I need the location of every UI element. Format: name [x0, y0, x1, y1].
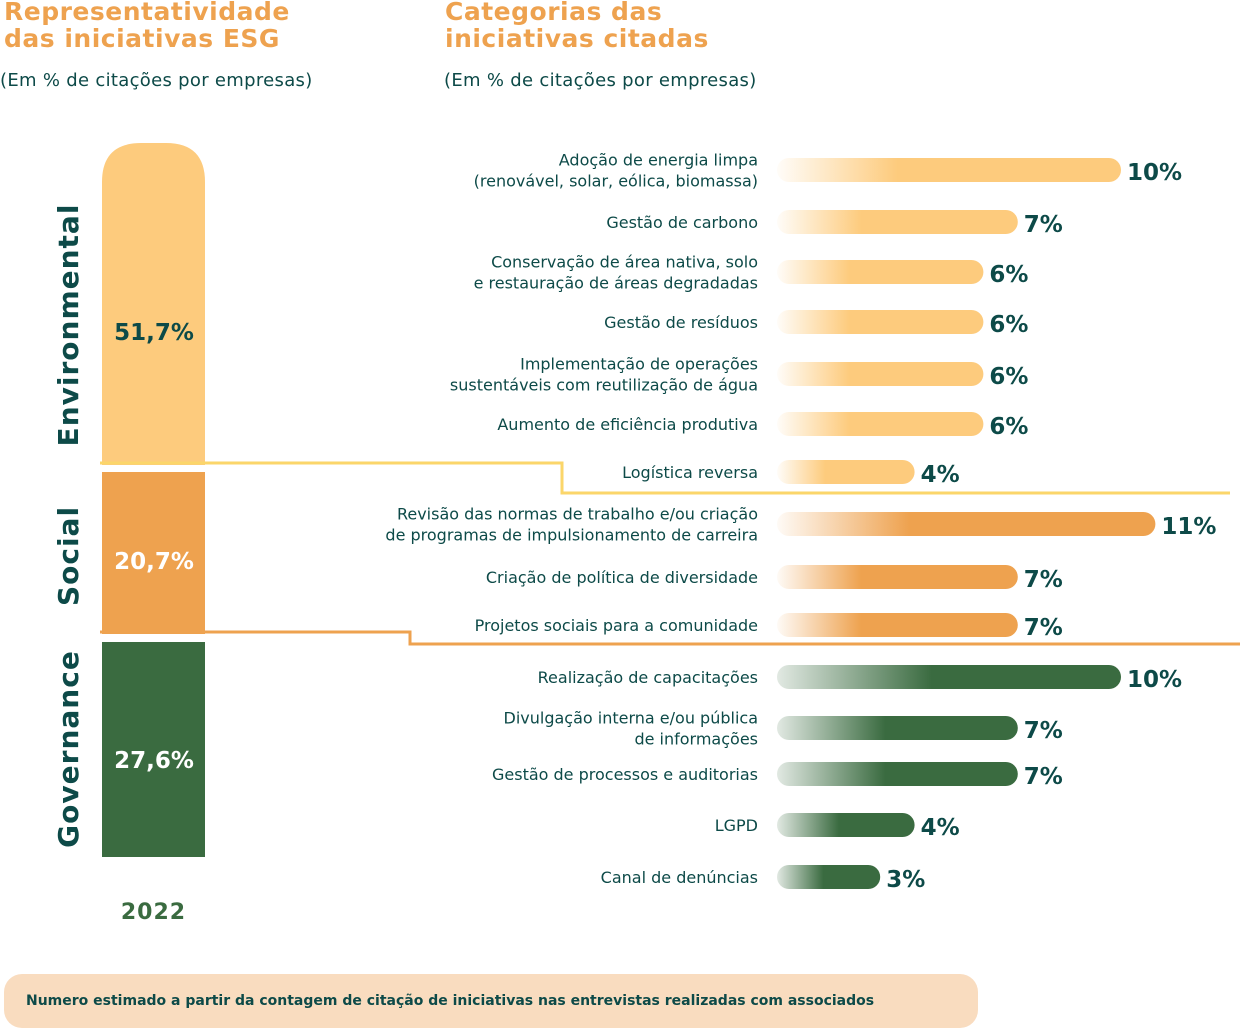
segment-governance	[102, 642, 205, 857]
bar-environmental-6	[777, 412, 984, 436]
bar-governance-5	[777, 865, 881, 889]
segment-value-governance: 27,6%	[114, 748, 194, 774]
group-label-environmental: Environmental	[52, 204, 85, 447]
bar-label-environmental-6: Aumento de eficiência produtiva	[497, 415, 758, 434]
bar-value-environmental-5: 6%	[989, 364, 1028, 390]
bar-value-environmental-2: 7%	[1024, 212, 1063, 238]
bar-label-governance-1: Realização de capacitações	[538, 668, 758, 687]
bar-label-environmental-5: Implementação de operações sustentáveis c…	[450, 355, 758, 395]
bar-label-environmental-3: Conservação de área nativa, solo e restau…	[474, 253, 758, 293]
footnote-text: Numero estimado a partir da contagem de …	[26, 993, 875, 1009]
bar-value-environmental-6: 6%	[989, 414, 1028, 440]
bar-value-governance-3: 7%	[1024, 764, 1063, 790]
bar-value-governance-5: 3%	[886, 867, 925, 893]
segment-social	[102, 472, 205, 634]
bar-environmental-3	[777, 260, 984, 284]
bar-label-governance-5: Canal de denúncias	[601, 868, 758, 887]
bar-label-environmental-1: Adoção de energia limpa (renovável, solar…	[474, 151, 758, 191]
bar-value-governance-2: 7%	[1024, 718, 1063, 744]
bar-label-social-1: Revisão das normas de trabalho e/ou cria…	[385, 505, 758, 545]
bar-social-1	[777, 512, 1156, 536]
right-subtitle: (Em % de citações por empresas)	[444, 70, 757, 91]
segment-value-social: 20,7%	[114, 549, 194, 575]
bar-label-governance-3: Gestão de processos e auditorias	[492, 765, 758, 784]
group-label-governance: Governance	[52, 650, 85, 848]
bar-value-social-1: 11%	[1161, 514, 1216, 540]
left-subtitle: (Em % de citações por empresas)	[0, 70, 313, 91]
bar-label-environmental-4: Gestão de resíduos	[604, 313, 758, 332]
separator-environmental-social	[100, 461, 1230, 495]
bar-governance-2	[777, 716, 1018, 740]
bar-governance-3	[777, 762, 1018, 786]
bar-label-environmental-2: Gestão de carbono	[606, 213, 758, 232]
esg-chart: 51,7% 20,7% 27,6% Environmental Social G…	[52, 143, 1240, 894]
bar-social-3	[777, 613, 1018, 637]
bar-value-governance-4: 4%	[921, 815, 960, 841]
bar-environmental-7	[777, 460, 915, 484]
right-title: Categorias das iniciativas citadas	[445, 0, 709, 53]
bar-environmental-5	[777, 362, 984, 386]
left-title: Representatividade das iniciativas ESG	[4, 0, 290, 53]
bar-value-environmental-4: 6%	[989, 312, 1028, 338]
bar-label-environmental-7: Logística reversa	[622, 463, 758, 482]
segment-environmental	[102, 143, 205, 465]
bar-environmental-1	[777, 158, 1121, 182]
bar-governance-4	[777, 813, 915, 837]
separator-social-governance	[100, 630, 1240, 646]
bar-value-social-3: 7%	[1024, 615, 1063, 641]
group-label-social: Social	[52, 506, 85, 606]
bar-value-environmental-1: 10%	[1127, 160, 1182, 186]
bar-environmental-4	[777, 310, 984, 334]
bar-governance-1	[777, 665, 1121, 689]
bar-value-environmental-3: 6%	[989, 262, 1028, 288]
bar-value-social-2: 7%	[1024, 567, 1063, 593]
bar-environmental-2	[777, 210, 1018, 234]
bar-value-environmental-7: 4%	[921, 462, 960, 488]
bar-value-governance-1: 10%	[1127, 667, 1182, 693]
year-label: 2022	[120, 900, 187, 925]
footnote: Numero estimado a partir da contagem de …	[4, 974, 978, 1028]
bar-label-social-3: Projetos sociais para a comunidade	[475, 616, 758, 635]
bars-layer: 10% Adoção de energia limpa (renovável, so…	[385, 151, 1216, 894]
bar-label-governance-4: LGPD	[715, 816, 758, 835]
bar-label-governance-2: Divulgação interna e/ou pública de inform…	[504, 709, 758, 749]
segment-value-environmental: 51,7%	[114, 320, 194, 346]
bar-social-2	[777, 565, 1018, 589]
bar-label-social-2: Criação de política de diversidade	[486, 568, 758, 587]
